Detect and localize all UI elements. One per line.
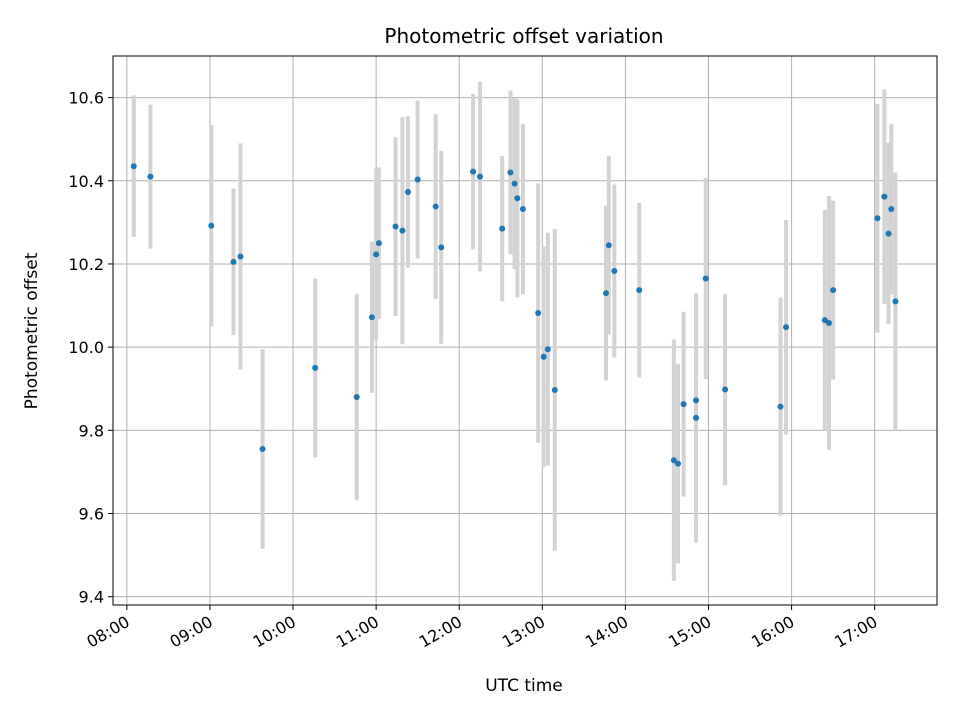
data-point — [514, 195, 521, 202]
data-point — [130, 163, 137, 170]
data-point — [230, 258, 237, 265]
data-point — [881, 193, 888, 200]
data-point — [237, 253, 244, 260]
y-tick-label: 10.2 — [68, 255, 104, 274]
data-point — [368, 314, 375, 321]
data-point — [551, 386, 558, 393]
y-tick-label: 10.6 — [68, 89, 104, 108]
data-point — [499, 225, 506, 232]
data-point — [470, 168, 477, 175]
data-point — [693, 414, 700, 421]
data-point — [399, 227, 406, 234]
data-point — [680, 401, 687, 408]
data-point — [535, 310, 542, 317]
data-point — [476, 173, 483, 180]
data-point — [511, 180, 518, 187]
data-point — [777, 403, 784, 410]
data-point — [544, 346, 551, 353]
data-point — [874, 215, 881, 222]
y-axis: 9.4 9.6 9.8 10.0 10.2 10.4 10.6 — [68, 89, 113, 607]
data-point — [259, 446, 266, 453]
y-tick-label: 9.8 — [79, 421, 104, 440]
data-point — [208, 222, 215, 229]
data-point — [885, 230, 892, 237]
point-layer — [130, 163, 899, 467]
data-point — [147, 173, 154, 180]
data-point — [392, 223, 399, 230]
chart-title: Photometric offset variation — [384, 24, 663, 48]
plot-area-frame — [112, 55, 938, 606]
data-point — [540, 353, 547, 360]
data-point — [722, 386, 729, 393]
y-tick-label: 9.6 — [79, 505, 104, 524]
y-tick-label: 10.4 — [68, 172, 104, 191]
data-point — [830, 287, 837, 294]
data-point — [603, 290, 610, 297]
data-point — [414, 176, 421, 183]
data-point — [312, 364, 319, 371]
data-point — [783, 324, 790, 331]
data-point — [605, 242, 612, 249]
data-point — [821, 317, 828, 324]
y-tick-label: 10.0 — [68, 338, 104, 357]
data-point — [611, 268, 618, 275]
data-point — [353, 394, 360, 401]
data-point — [373, 251, 380, 258]
data-point — [438, 244, 445, 251]
data-point — [507, 169, 514, 176]
data-point — [636, 287, 643, 294]
data-point — [375, 240, 382, 247]
data-point — [693, 397, 700, 404]
data-point — [519, 206, 526, 213]
data-point — [702, 275, 709, 282]
data-point — [892, 298, 899, 305]
y-tick-label: 9.4 — [79, 588, 104, 607]
grid-layer — [113, 56, 937, 605]
data-point — [825, 320, 832, 327]
y-axis-label: Photometric offset — [22, 252, 42, 409]
data-point — [675, 460, 682, 467]
data-point — [888, 206, 895, 213]
x-axis-label: UTC time — [485, 676, 563, 696]
data-point — [404, 189, 411, 196]
data-point — [432, 203, 439, 210]
data-point — [670, 457, 677, 464]
